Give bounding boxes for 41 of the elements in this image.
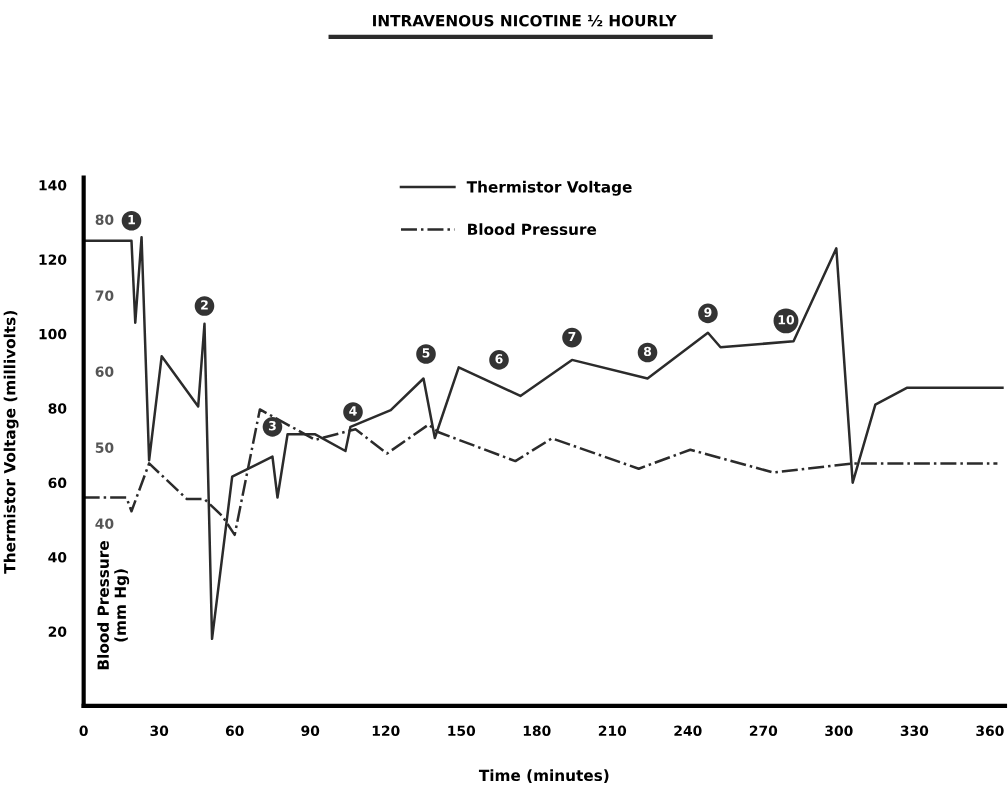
x-tick-label: 30 [150, 725, 169, 737]
annotation: 4 [349, 406, 357, 416]
x-tick-label: 300 [825, 725, 853, 737]
y-tick-label: 80 [48, 403, 67, 414]
annotation: 1 [128, 215, 135, 225]
annotation: 7 [568, 331, 576, 342]
y-tick-label: 100 [39, 328, 67, 340]
annotation: 10 [778, 315, 795, 325]
legend-label: Blood Pressure [468, 223, 597, 236]
legend-label: Thermistor Voltage [466, 180, 632, 196]
annotation: 6 [495, 354, 503, 364]
y-tick-label: 140 [39, 180, 67, 191]
annotation: 2 [201, 300, 208, 310]
annotation: 9 [704, 307, 712, 318]
x-tick-label: 240 [674, 725, 702, 737]
y-tick-label: 120 [39, 254, 67, 265]
y2-tick-label: 60 [95, 366, 114, 377]
x-tick-label: 360 [976, 725, 1004, 737]
y2-tick-label: 50 [95, 442, 114, 453]
y2-tick-label: 80 [95, 214, 114, 225]
x-tick-label: 330 [900, 725, 929, 737]
annotation: 5 [422, 348, 430, 358]
x-tick-label: 180 [523, 725, 551, 737]
y-axis-title: Thermistor Voltage (millivolts) [3, 311, 19, 574]
chart-title: INTRAVENOUS NICOTINE ½ HOURLY [373, 14, 677, 27]
x-tick-label: 150 [448, 725, 476, 737]
x-tick-label: 90 [301, 725, 320, 737]
x-tick-label: 120 [372, 725, 400, 737]
annotation: 8 [643, 346, 652, 357]
x-tick-label: 60 [225, 725, 244, 737]
y2-tick-label: 40 [95, 518, 114, 529]
x-axis-title: Time (minutes) [478, 769, 609, 783]
y-tick-label: 60 [48, 477, 67, 489]
y-tick-label: 40 [48, 552, 67, 563]
y2-tick-label: 70 [95, 290, 114, 301]
y-tick-label: 20 [48, 626, 67, 637]
x-tick-label: 270 [749, 725, 778, 737]
x-tick-label: 210 [598, 725, 627, 737]
annotation: 3 [268, 421, 276, 431]
x-tick-label: 0 [79, 725, 88, 737]
y2-axis-title: Blood Pressure (mm Hg) [97, 541, 130, 670]
